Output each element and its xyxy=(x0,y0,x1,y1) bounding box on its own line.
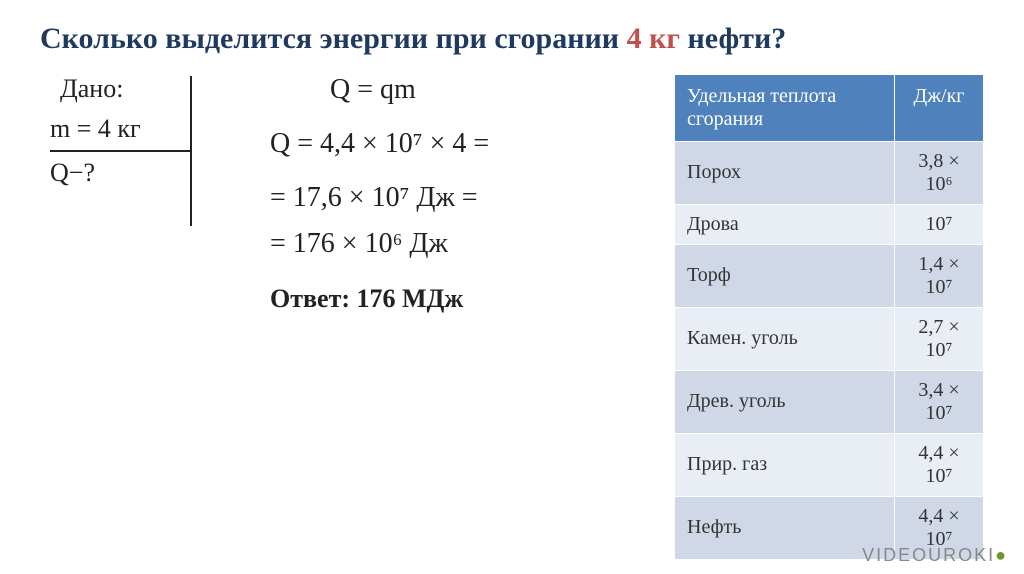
table-row: Камен. уголь2,7 × 10⁷ xyxy=(675,307,984,370)
formula-2: Q = 4,4 × 10⁷ × 4 = xyxy=(270,128,590,160)
watermark: VIDEOUROKI● xyxy=(862,545,1008,566)
cell-val: 3,8 × 10⁶ xyxy=(895,141,984,204)
given-question: Q−? xyxy=(50,158,240,188)
given-vline xyxy=(190,76,192,226)
given-box: m = 4 кг Q−? xyxy=(40,114,240,188)
table-row: Порох3,8 × 10⁶ xyxy=(675,141,984,204)
formula-3: = 17,6 × 10⁷ Дж = xyxy=(270,182,590,214)
table-row: Торф1,4 × 10⁷ xyxy=(675,244,984,307)
cell-name: Порох xyxy=(675,141,895,204)
table-row: Прир. газ4,4 × 10⁷ xyxy=(675,433,984,496)
given-mass: m = 4 кг xyxy=(50,114,240,144)
slide: Сколько выделится энергии при сгорании 4… xyxy=(0,0,1024,574)
solution-column: Q = qm Q = 4,4 × 10⁷ × 4 = = 17,6 × 10⁷ … xyxy=(270,74,590,560)
title-part1: Сколько выделится энергии при сгорании xyxy=(40,22,627,55)
cell-val: 2,7 × 10⁷ xyxy=(895,307,984,370)
given-hline xyxy=(50,150,190,152)
cell-name: Прир. газ xyxy=(675,433,895,496)
title-accent: 4 кг xyxy=(627,22,680,55)
content-row: Дано: m = 4 кг Q−? Q = qm Q = 4,4 × 10⁷ … xyxy=(40,74,984,560)
formula-1: Q = qm xyxy=(330,74,590,106)
formula-4: = 176 × 10⁶ Дж xyxy=(270,228,590,260)
slide-title: Сколько выделится энергии при сгорании 4… xyxy=(40,20,984,58)
title-part2: нефти? xyxy=(680,22,786,55)
given-column: Дано: m = 4 кг Q−? xyxy=(40,74,240,560)
table-column: Удельная теплота сгорания Дж/кг Порох3,8… xyxy=(674,74,984,560)
cell-name: Торф xyxy=(675,244,895,307)
watermark-dot: ● xyxy=(995,545,1008,565)
watermark-text: VIDEOUROKI xyxy=(862,545,995,565)
cell-val: 1,4 × 10⁷ xyxy=(895,244,984,307)
heat-table: Удельная теплота сгорания Дж/кг Порох3,8… xyxy=(674,74,984,560)
table-body: Порох3,8 × 10⁶ Дрова10⁷ Торф1,4 × 10⁷ Ка… xyxy=(675,141,984,559)
cell-val: 4,4 × 10⁷ xyxy=(895,433,984,496)
cell-name: Дрова xyxy=(675,204,895,244)
table-row: Дрова10⁷ xyxy=(675,204,984,244)
cell-val: 10⁷ xyxy=(895,204,984,244)
table-row: Древ. уголь3,4 × 10⁷ xyxy=(675,370,984,433)
given-label: Дано: xyxy=(60,74,240,104)
answer: Ответ: 176 МДж xyxy=(270,284,590,314)
cell-name: Камен. уголь xyxy=(675,307,895,370)
cell-name: Древ. уголь xyxy=(675,370,895,433)
th-2: Дж/кг xyxy=(895,74,984,141)
cell-val: 3,4 × 10⁷ xyxy=(895,370,984,433)
th-1: Удельная теплота сгорания xyxy=(675,74,895,141)
